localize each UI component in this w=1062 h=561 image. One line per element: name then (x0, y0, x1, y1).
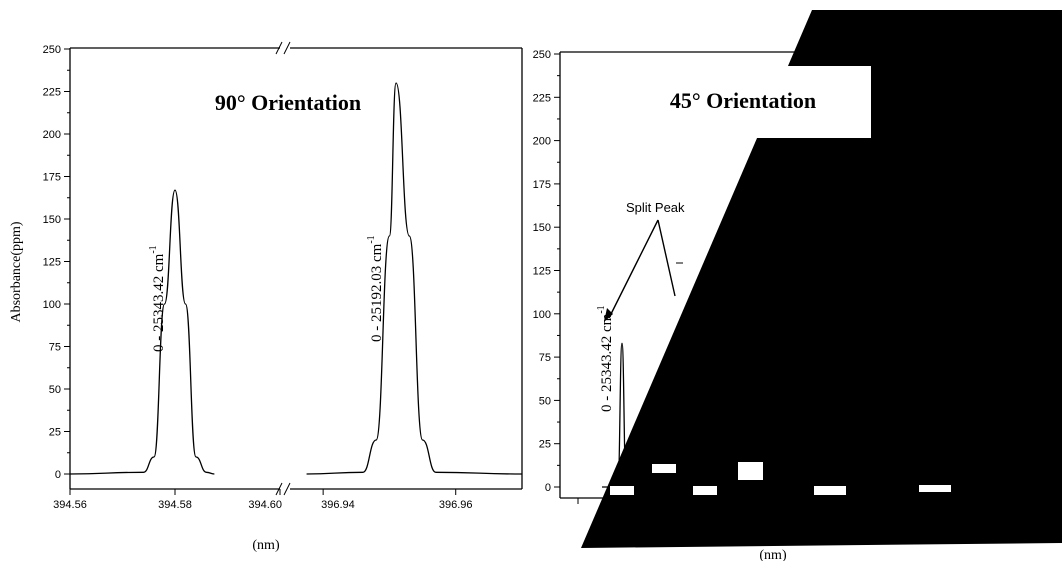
axis-break-mark (283, 482, 291, 496)
left-x-tick-label: 394.58 (158, 499, 192, 511)
right-y-tick-label: 25 (539, 439, 551, 451)
right-y-ticks: 0 25 50 75 100 125 150 175 200 225 250 (533, 49, 560, 494)
right-y-tick-label: 175 (533, 179, 551, 191)
split-peak-label: Split Peak (626, 200, 685, 215)
left-peak2-label: 0 - 25192.03 cm-1 (366, 235, 385, 342)
right-y-tick-label: 0 (545, 482, 551, 494)
split-peak-arrowhead (604, 308, 613, 322)
white-block (738, 462, 763, 480)
white-block (814, 486, 846, 495)
left-chart-title: 90° Orientation (215, 90, 361, 115)
left-y-tick-label: 175 (43, 172, 61, 184)
right-y-tick-label: 75 (539, 352, 551, 364)
left-y-tick-label: 200 (43, 129, 61, 141)
left-y-tick-label: 75 (49, 342, 61, 354)
left-peak1-label: 0 - 25343.42 cm-1 (148, 245, 167, 352)
left-peak2-label-text: 0 - 25192.03 cm (369, 243, 385, 342)
left-y-tick-label: 250 (43, 44, 61, 56)
left-y-tick-label: 150 (43, 214, 61, 226)
axis-break-mark (275, 482, 283, 496)
white-block (693, 486, 717, 495)
left-peak1-label-sup: -1 (148, 245, 159, 253)
left-y-tick-label: 25 (49, 427, 61, 439)
right-y-tick-label: 150 (533, 222, 551, 234)
left-x-axis-title: (nm) (252, 538, 280, 553)
left-x-tick-label: 396.96 (439, 499, 473, 511)
left-x-tick-label: 394.60 (248, 499, 282, 511)
axis-break-mark (283, 41, 291, 55)
left-y-tick-label: 125 (43, 257, 61, 269)
left-x-tick-label: 396.94 (321, 499, 355, 511)
right-chart-panel: 0 25 50 75 100 125 150 175 200 225 250 0 - 25343.4… (533, 10, 1062, 561)
left-y-tick-label: 50 (49, 384, 61, 396)
split-peak-arrow (608, 219, 676, 319)
left-peak-2-line (306, 82, 523, 475)
right-y-tick-label: 125 (533, 266, 551, 278)
right-peak-label: 0 - 25343.42 cm-1 (596, 305, 615, 412)
left-series (69, 82, 523, 475)
white-block (652, 464, 676, 473)
left-y-tick-label: 225 (43, 87, 61, 99)
axis-break-mark (275, 41, 283, 55)
redaction-overlay (581, 10, 1062, 548)
left-peak-1-line (69, 189, 215, 475)
left-y-tick-label: 0 (55, 469, 61, 481)
right-y-tick-label: 225 (533, 92, 551, 104)
left-x-ticks: 394.56 394.58 394.60 396.94 396.96 (53, 489, 473, 511)
left-y-axis-title: Absorbance(ppm) (9, 221, 24, 322)
right-peak-label-text: 0 - 25343.42 cm (599, 313, 615, 412)
white-block (919, 485, 951, 492)
title-box (613, 66, 871, 138)
left-y-tick-label: 100 (43, 299, 61, 311)
left-peak1-label-text: 0 - 25343.42 cm (151, 253, 167, 352)
right-y-tick-label: 100 (533, 309, 551, 321)
left-x-tick-label: 394.56 (53, 499, 87, 511)
white-block (610, 486, 634, 495)
right-y-tick-label: 250 (533, 49, 551, 61)
right-y-tick-label: 50 (539, 395, 551, 407)
right-x-axis-title: (nm) (759, 548, 787, 561)
right-y-tick-label: 200 (533, 136, 551, 148)
right-peak-label-sup: -1 (596, 305, 607, 313)
right-chart-title: 45° Orientation (670, 88, 816, 113)
left-peak2-label-sup: -1 (366, 235, 377, 243)
left-y-ticks: 0 25 50 75 100 125 150 175 200 225 250 (43, 44, 70, 481)
